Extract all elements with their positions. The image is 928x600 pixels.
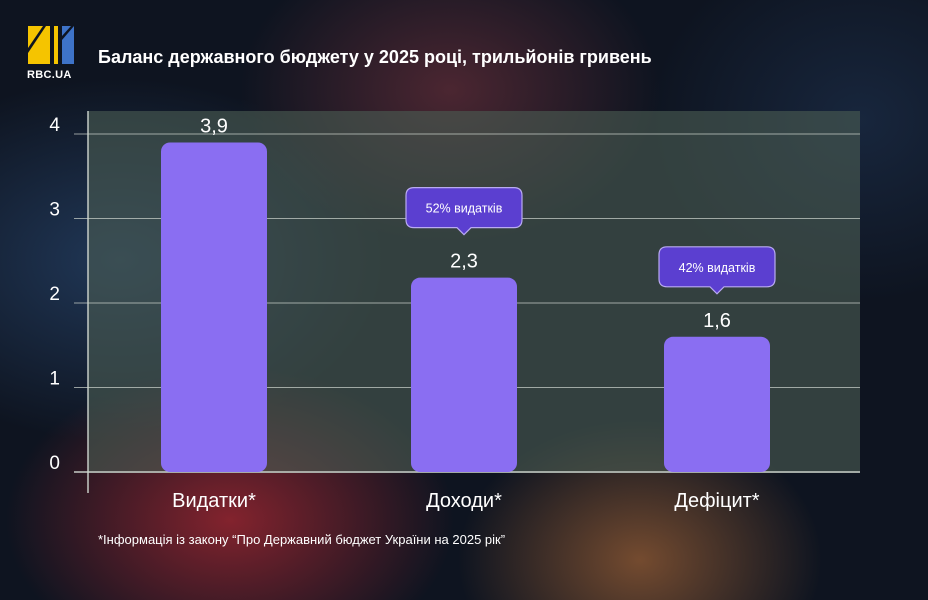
y-tick-label-2: 2 xyxy=(49,284,60,305)
chart-title: Баланс державного бюджету у 2025 році, т… xyxy=(98,47,652,67)
annotation-badge-2 xyxy=(405,187,523,236)
bar-3 xyxy=(664,336,770,472)
annotation-text-2: 52% видатків xyxy=(426,202,503,216)
logo-text: RBC.UA xyxy=(27,69,72,81)
rbc-logo xyxy=(28,26,76,64)
category-label-1: Видатки* xyxy=(172,490,256,512)
y-tick-label-4: 4 xyxy=(49,115,60,136)
annotation-badge-3 xyxy=(658,246,776,295)
rbc-logo-icon xyxy=(28,26,74,64)
data-label-2: 2,3 xyxy=(450,251,478,273)
category-label-3: Дефіцит* xyxy=(674,490,759,512)
y-tick-label-3: 3 xyxy=(49,200,60,221)
annotation-text-3: 42% видатків xyxy=(679,261,756,275)
category-label-2: Доходи* xyxy=(426,490,502,512)
data-label-1: 3,9 xyxy=(200,115,228,137)
data-label-3: 1,6 xyxy=(703,310,731,332)
footnote: *Інформація із закону “Про Державний бюд… xyxy=(98,532,506,547)
y-tick-label-1: 1 xyxy=(49,369,60,390)
bar-2 xyxy=(411,277,517,472)
bar-1 xyxy=(161,142,267,472)
y-tick-label-0: 0 xyxy=(49,453,60,474)
